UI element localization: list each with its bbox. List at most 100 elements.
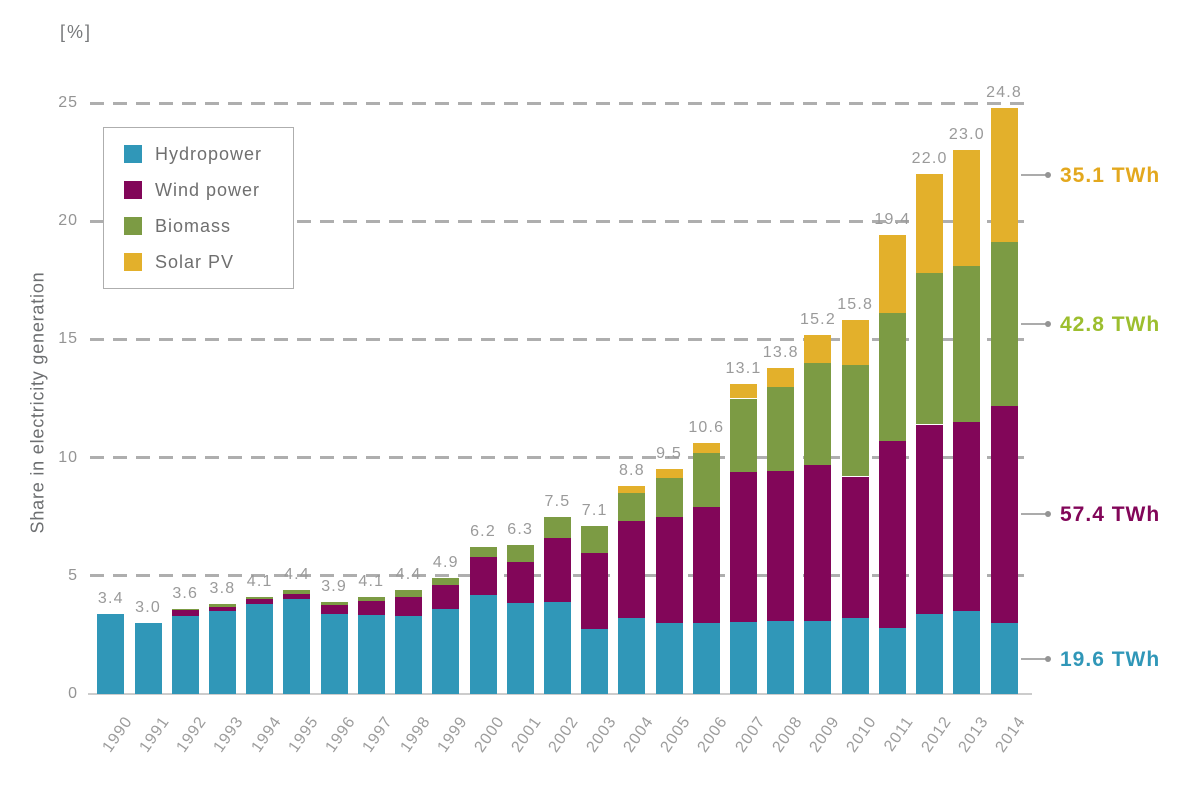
bar-segment-wind-power-2000 [469, 556, 497, 595]
y-tick-label-10: 10 [58, 448, 78, 466]
bar-segment-wind-power-2004 [618, 521, 646, 619]
bar-segment-biomass-2006 [692, 452, 720, 508]
bar-segment-solar-pv-2007 [730, 384, 758, 399]
bar-segment-hydropower-2000 [469, 594, 497, 694]
bar-segment-biomass-2010 [841, 365, 869, 477]
bar-segment-biomass-2005 [655, 477, 683, 517]
bar-segment-wind-power-1995 [283, 593, 311, 600]
bar-segment-hydropower-1994 [246, 604, 274, 694]
bar-total-label-1993: 3.8 [209, 580, 236, 598]
bar-total-label-2009: 15.2 [799, 310, 836, 328]
y-tick-label-25: 25 [58, 94, 78, 111]
bar-segment-wind-power-2003 [581, 553, 609, 629]
annotation-line-hydropower [1021, 657, 1047, 660]
bar-segment-wind-power-1997 [357, 600, 385, 615]
bar-total-label-1994: 4.1 [246, 573, 273, 591]
bar-segment-hydropower-2003 [581, 628, 609, 694]
bar-total-label-1990: 3.4 [97, 589, 124, 607]
bar-total-label-1992: 3.6 [172, 584, 199, 602]
bar-segment-biomass-2014 [990, 242, 1018, 406]
bar-segment-biomass-1993 [208, 604, 236, 607]
legend-swatch-biomass [124, 217, 142, 235]
bar-segment-hydropower-1999 [432, 608, 460, 694]
y-tick-label-15: 15 [58, 330, 78, 348]
y-tick-label-20: 20 [58, 212, 78, 230]
bar-segment-hydropower-2005 [655, 623, 683, 694]
bar-segment-hydropower-2013 [953, 611, 981, 694]
bar-segment-hydropower-2006 [692, 623, 720, 694]
bar-total-label-2003: 7.1 [581, 502, 608, 520]
bar-total-label-2006: 10.6 [688, 419, 725, 437]
legend-item-solar-pv: Solar PV [124, 252, 293, 273]
annotation-line-wind-power [1021, 513, 1047, 516]
bar-segment-hydropower-1998 [395, 615, 423, 694]
bar-segment-solar-pv-2014 [990, 107, 1018, 243]
bar-segment-hydropower-1990 [97, 613, 125, 694]
bar-segment-hydropower-2007 [730, 621, 758, 694]
bar-total-label-2012: 22.0 [911, 149, 948, 167]
bar-segment-biomass-1994 [246, 597, 274, 600]
bar-total-label-2014: 24.8 [986, 83, 1023, 101]
bar-segment-hydropower-1995 [283, 599, 311, 694]
bar-segment-hydropower-2002 [543, 601, 571, 694]
annotation-label-biomass: 42.8 TWh [1060, 313, 1161, 337]
bar-segment-wind-power-1998 [395, 597, 423, 616]
bar-segment-hydropower-1992 [171, 615, 199, 694]
bar-segment-hydropower-1997 [357, 614, 385, 694]
bar-segment-solar-pv-2012 [916, 173, 944, 274]
bar-segment-wind-power-2011 [878, 441, 906, 628]
bar-segment-wind-power-2007 [730, 471, 758, 622]
bar-segment-solar-pv-2006 [692, 443, 720, 453]
bar-segment-hydropower-1996 [320, 613, 348, 694]
bar-total-label-2004: 8.8 [618, 461, 645, 479]
bar-segment-wind-power-1994 [246, 599, 274, 605]
bar-segment-wind-power-2008 [767, 470, 795, 621]
bar-segment-biomass-1995 [283, 589, 311, 594]
bar-segment-wind-power-2014 [990, 405, 1018, 624]
bar-segment-wind-power-2013 [953, 422, 981, 612]
annotation-dot-wind-power [1045, 511, 1051, 518]
bar-segment-hydropower-2001 [506, 602, 534, 694]
bar-segment-biomass-2002 [543, 516, 571, 538]
legend-label-hydropower: Hydropower [155, 143, 263, 164]
bar-total-label-1996: 3.9 [321, 577, 348, 595]
annotation-label-wind-power: 57.4 TWh [1060, 503, 1161, 527]
annotation-dot-solar-pv [1045, 172, 1051, 179]
legend-item-hydropower: Hydropower [124, 144, 293, 165]
bar-segment-hydropower-1993 [208, 611, 236, 694]
x-tick-label-1990: 1990 [99, 713, 136, 756]
legend-item-biomass: Biomass [124, 216, 293, 237]
bar-total-label-2010: 15.8 [837, 296, 874, 314]
bar-total-label-2002: 7.5 [544, 492, 571, 510]
annotation-label-hydropower: 19.6 TWh [1060, 647, 1161, 671]
bar-total-label-2000: 6.2 [470, 523, 496, 541]
legend-label-solar-pv: Solar PV [155, 251, 235, 272]
bar-total-label-2008: 13.8 [762, 343, 799, 361]
bar-segment-hydropower-2008 [767, 620, 795, 694]
legend-label-wind-power: Wind power [155, 179, 261, 200]
bar-segment-biomass-2013 [953, 266, 981, 423]
y-tick-label-5: 5 [68, 566, 78, 584]
annotation-line-solar-pv [1021, 174, 1047, 177]
bar-total-label-2007: 13.1 [725, 360, 762, 378]
bar-total-label-2005: 9.5 [656, 445, 683, 463]
y-gridline-20 [90, 219, 1032, 223]
bar-segment-wind-power-2005 [655, 516, 683, 624]
bar-segment-biomass-2008 [767, 386, 795, 471]
annotation-line-biomass [1021, 323, 1047, 326]
bar-total-label-1991: 3.0 [135, 599, 161, 617]
legend-swatch-wind-power [124, 181, 142, 199]
legend-item-wind-power: Wind power [124, 180, 293, 201]
bar-segment-hydropower-2004 [618, 618, 646, 694]
bar-segment-wind-power-1993 [208, 606, 236, 612]
bar-segment-solar-pv-2004 [618, 485, 646, 494]
bar-segment-wind-power-1992 [171, 610, 199, 616]
bar-total-label-1998: 4.4 [395, 565, 422, 583]
bar-segment-biomass-1997 [357, 597, 385, 601]
bar-segment-wind-power-2010 [841, 476, 869, 619]
bar-segment-solar-pv-2005 [655, 469, 683, 478]
annotation-label-solar-pv: 35.1 TWh [1060, 164, 1161, 188]
bar-segment-solar-pv-2011 [878, 235, 906, 314]
bar-segment-biomass-2012 [916, 273, 944, 425]
